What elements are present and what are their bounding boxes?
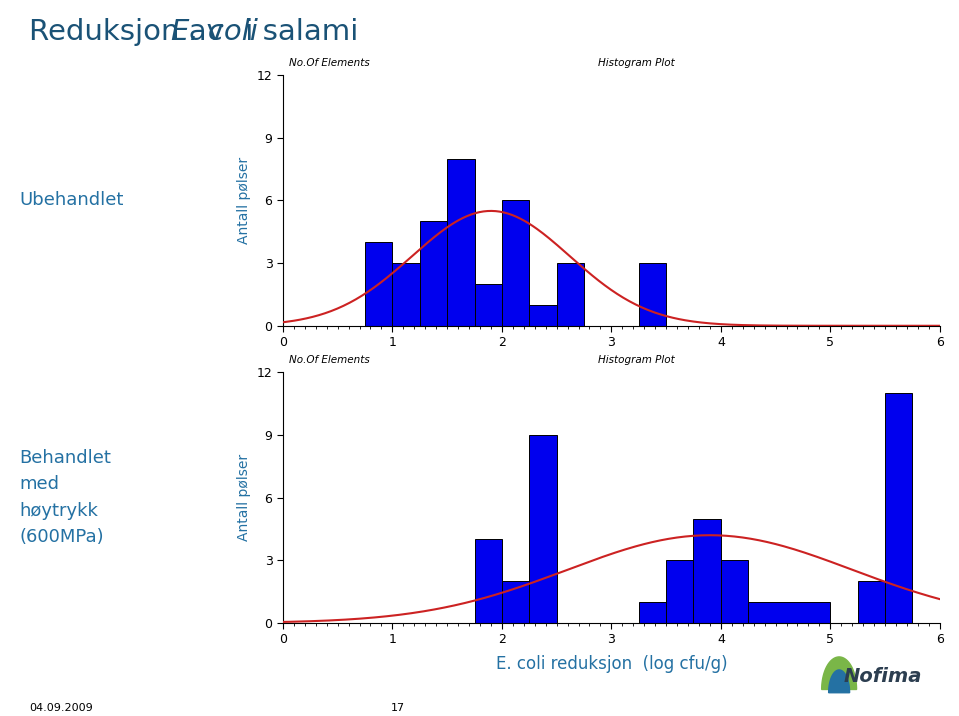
Text: E. coli: E. coli xyxy=(171,18,258,46)
Y-axis label: Antall pølser: Antall pølser xyxy=(237,454,251,541)
Bar xyxy=(529,305,556,326)
Bar xyxy=(667,560,693,623)
Bar xyxy=(365,242,392,326)
Polygon shape xyxy=(822,657,856,690)
Bar xyxy=(857,581,885,623)
Bar xyxy=(475,539,502,623)
Bar xyxy=(556,263,584,326)
Bar xyxy=(475,284,502,326)
Bar xyxy=(693,518,721,623)
Text: i salami: i salami xyxy=(236,18,359,46)
Bar xyxy=(447,159,475,326)
Text: Reduksjon av: Reduksjon av xyxy=(29,18,233,46)
X-axis label: E. coli reduksjon  (log cfu/g): E. coli reduksjon (log cfu/g) xyxy=(496,654,727,672)
Text: 04.09.2009: 04.09.2009 xyxy=(29,703,92,713)
Bar xyxy=(529,435,556,623)
Bar xyxy=(420,221,447,326)
Polygon shape xyxy=(829,670,850,693)
Text: Histogram Plot: Histogram Plot xyxy=(598,58,675,67)
Bar xyxy=(502,581,529,623)
Text: No.Of Elements: No.Of Elements xyxy=(290,355,370,364)
Text: Nofima: Nofima xyxy=(844,667,923,686)
Text: Histogram Plot: Histogram Plot xyxy=(598,355,675,364)
Bar xyxy=(392,263,420,326)
Text: Ubehandlet: Ubehandlet xyxy=(19,191,124,210)
Y-axis label: Antall pølser: Antall pølser xyxy=(237,157,251,244)
Bar xyxy=(639,263,667,326)
Text: No.Of Elements: No.Of Elements xyxy=(290,58,370,67)
Text: Behandlet
med
høytrykk
(600MPa): Behandlet med høytrykk (600MPa) xyxy=(19,449,111,546)
Bar xyxy=(502,200,529,326)
Text: 17: 17 xyxy=(391,703,405,713)
Bar xyxy=(748,602,830,623)
Bar xyxy=(639,602,667,623)
Bar xyxy=(721,560,748,623)
Bar xyxy=(885,393,912,623)
